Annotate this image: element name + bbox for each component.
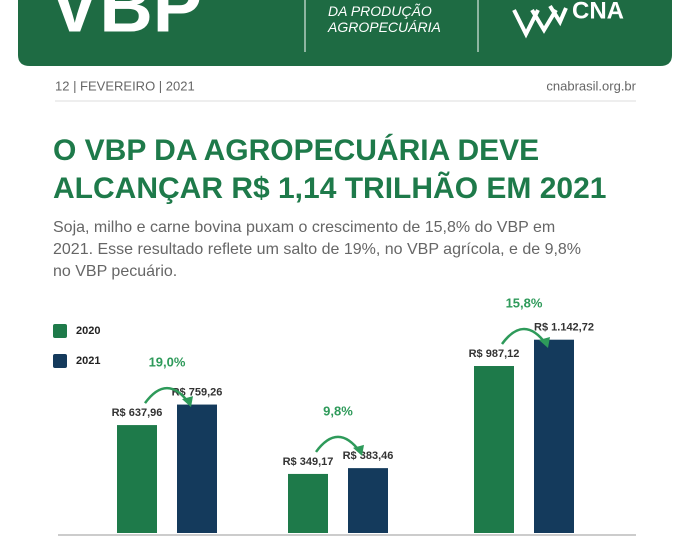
title: O VBP DA AGROPECUÁRIA DEVE xyxy=(53,133,539,167)
bar xyxy=(288,473,328,533)
growth-arrow xyxy=(314,435,362,453)
legend-swatch xyxy=(53,354,67,368)
arrow-head xyxy=(539,337,550,349)
tagline-line: AGROPECUÁRIA xyxy=(327,19,441,35)
growth-label: 9,8% xyxy=(323,403,353,418)
growth-label: 19,0% xyxy=(149,355,186,370)
value-label: R$ 759,26 xyxy=(172,386,223,398)
growth-arrow xyxy=(500,327,548,345)
date: 12 | FEVEREIRO | 2021 xyxy=(55,78,195,93)
tagline-line: VALOR BRUTO xyxy=(328,0,427,3)
bar xyxy=(534,339,574,533)
value-label: R$ 383,46 xyxy=(343,450,394,462)
title: ALCANÇAR R$ 1,14 TRILHÃO EM 2021 xyxy=(53,171,606,205)
subtitle: Soja, milho e carne bovina puxam o cresc… xyxy=(53,219,555,236)
legend-swatch xyxy=(53,324,67,338)
value-label: R$ 349,17 xyxy=(283,456,334,468)
header-logo: VBP xyxy=(50,0,202,48)
header-band xyxy=(18,0,672,66)
growth-label: 15,8% xyxy=(506,295,543,310)
subtitle: 2021. Esse resultado reflete um salto de… xyxy=(53,241,581,258)
arrow-head xyxy=(182,396,193,408)
bar xyxy=(348,468,388,533)
bar xyxy=(177,404,217,533)
header-brand: CNA xyxy=(572,0,624,24)
growth-arrow xyxy=(143,387,191,404)
bar xyxy=(117,425,157,533)
site: cnabrasil.org.br xyxy=(546,78,636,93)
cna-icon xyxy=(512,4,568,39)
value-label: R$ 987,12 xyxy=(469,348,520,360)
value-label: R$ 1.142,72 xyxy=(534,322,594,334)
bar xyxy=(474,366,514,533)
value-label: R$ 637,96 xyxy=(112,407,163,419)
tagline-line: DA PRODUÇÃO xyxy=(328,3,432,19)
arrow-head xyxy=(353,444,364,456)
subtitle: no VBP pecuário. xyxy=(53,263,177,280)
legend-label: 2021 xyxy=(76,355,100,367)
legend-label: 2020 xyxy=(76,325,100,337)
